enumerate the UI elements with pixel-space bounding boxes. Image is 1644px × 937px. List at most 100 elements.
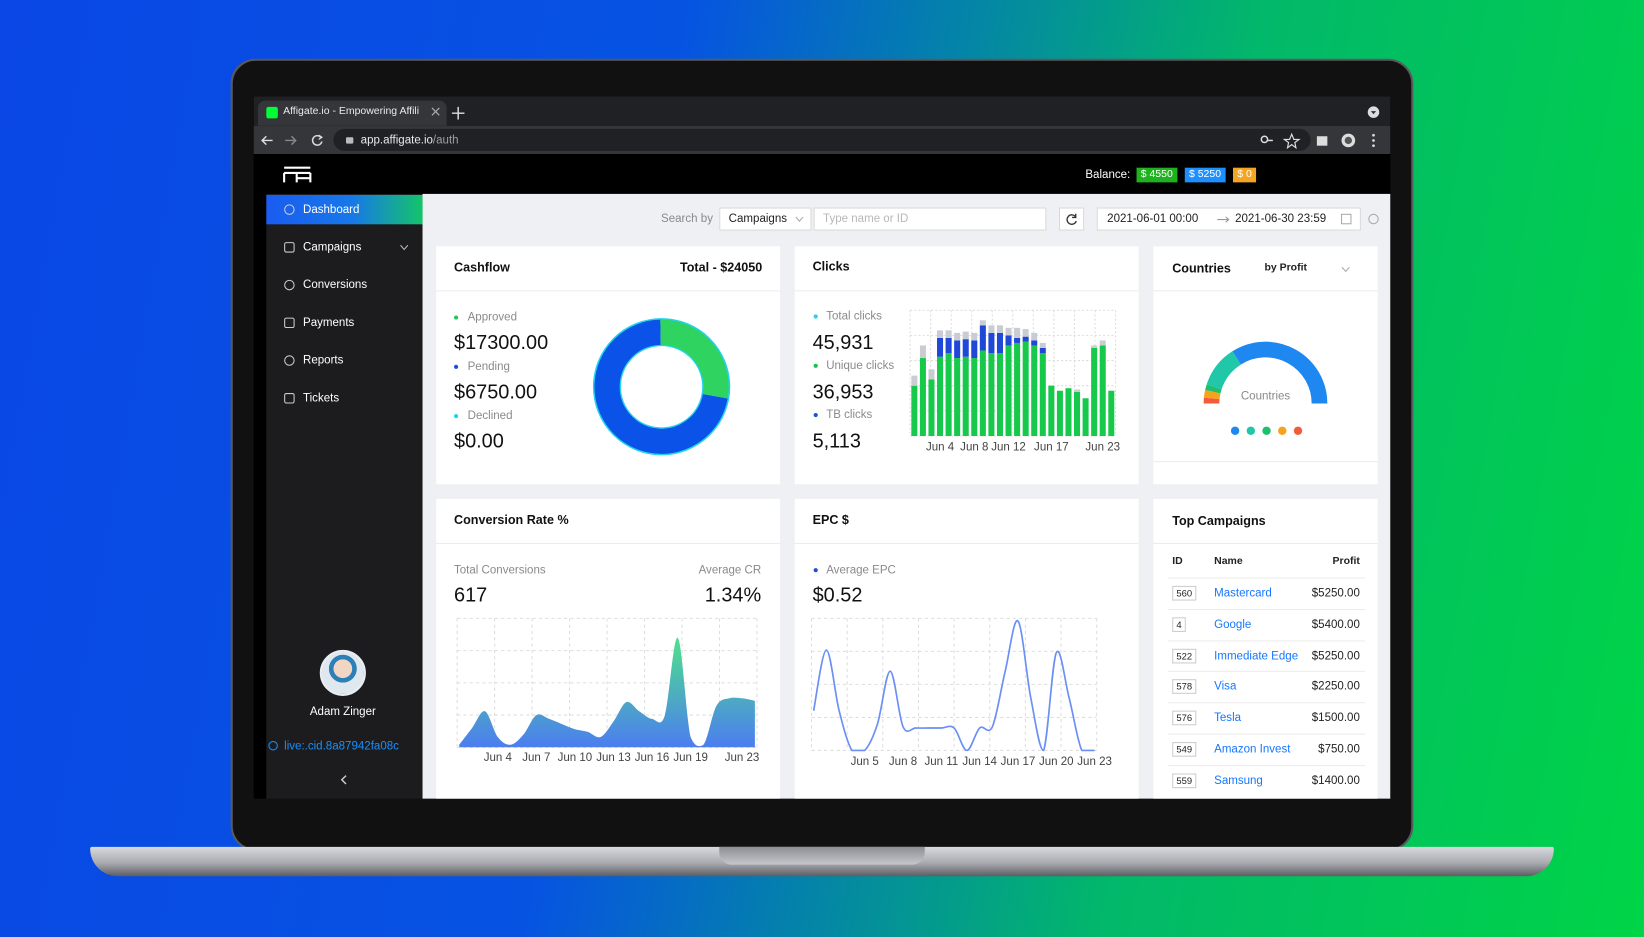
refresh-icon: [1066, 213, 1077, 225]
search-input[interactable]: [813, 207, 1047, 231]
clicks-chart: Jun 4 Jun 8 Jun 12 Jun 17 Jun 23: [909, 309, 1120, 454]
bar: [1099, 345, 1106, 437]
divider: [1153, 290, 1378, 292]
logo[interactable]: [283, 166, 312, 184]
legend-dot: [1230, 426, 1240, 435]
menu-item[interactable]: Conversions: [303, 278, 368, 292]
tab-title: Affigate.io - Empowering Affili: [283, 105, 420, 118]
search-placeholder: Type name or ID: [823, 212, 909, 226]
stat-value: 1.34%: [704, 584, 762, 607]
bar: [1056, 390, 1063, 437]
search-select[interactable]: [719, 207, 812, 231]
date-arrow: [1217, 216, 1230, 223]
campaign-name[interactable]: Amazon Invest: [1214, 743, 1291, 756]
tab-close[interactable]: [431, 107, 440, 116]
menu-item[interactable]: Dashboard: [303, 203, 360, 216]
x-tick-label: Jun 4: [926, 442, 955, 454]
bar: [919, 358, 926, 437]
tab-icons: [431, 106, 465, 120]
campaign-profit: $2250.00: [1311, 680, 1360, 694]
user-name: Adam Zinger: [309, 705, 376, 718]
menu-item[interactable]: Reports: [303, 354, 344, 367]
legend-label: Declined: [467, 409, 513, 423]
bar: [988, 332, 995, 354]
x-tick-label: Jun 23: [1085, 442, 1120, 454]
campaign-name[interactable]: Immediate Edge: [1214, 649, 1299, 662]
account-id[interactable]: live:.cid.8a87942fa08c: [284, 739, 399, 753]
bar: [937, 356, 944, 437]
stat-value: $0.52: [812, 584, 863, 607]
x-tick-label: Jun 7: [522, 752, 550, 764]
url-field[interactable]: [333, 128, 1311, 151]
gauge-segment: [1232, 341, 1328, 404]
profile-menu[interactable]: [1367, 106, 1380, 119]
campaign-profit: $5250.00: [1311, 649, 1360, 662]
favicon: [266, 106, 278, 119]
menu-icon: [284, 355, 295, 366]
donut-outline: [592, 318, 731, 456]
sort-chevron: [1341, 266, 1350, 273]
legend-label: TB clicks: [826, 408, 873, 422]
menu-chevron: [400, 244, 409, 251]
legend-dot: [453, 413, 459, 419]
legend-label: Approved: [467, 311, 517, 324]
gauge-segment: [1206, 351, 1242, 390]
new-tab[interactable]: [451, 106, 465, 120]
refresh-button[interactable]: [1058, 207, 1085, 231]
legend-label: Unique clicks: [826, 359, 895, 373]
menu-item[interactable]: Payments: [303, 316, 355, 330]
legend-dot: [813, 568, 818, 573]
bar: [1022, 341, 1029, 437]
campaign-id: 576: [1172, 710, 1197, 726]
info-icon[interactable]: [1368, 213, 1379, 225]
collapse-button[interactable]: [340, 775, 348, 785]
x-tick-label: Jun 13: [596, 752, 631, 764]
row-divider: [1167, 764, 1366, 766]
browser-toolbar-icons[interactable]: [1258, 132, 1384, 150]
bar: [979, 325, 986, 351]
legend-dot: [1278, 426, 1287, 435]
cashflow-value: $6750.00: [453, 381, 538, 404]
legend-dot: [1293, 426, 1303, 435]
nav-buttons[interactable]: [260, 133, 327, 148]
sidebar: [266, 193, 423, 799]
calendar-icon: [1340, 213, 1352, 225]
countries-sort[interactable]: by Profit: [1264, 262, 1307, 274]
bar: [1022, 329, 1029, 337]
campaign-name[interactable]: Visa: [1214, 680, 1237, 694]
avatar[interactable]: [319, 649, 366, 696]
menu-icon: [284, 204, 295, 215]
campaign-name[interactable]: Tesla: [1214, 711, 1242, 725]
campaign-name[interactable]: Mastercard: [1214, 586, 1272, 600]
menu-icon: [284, 279, 295, 291]
date-to: 2021-06-30 23:59: [1235, 212, 1327, 226]
card-title: EPC $: [812, 512, 849, 528]
stat-label: Average CR: [698, 563, 762, 577]
bar: [1014, 337, 1021, 343]
bar: [1099, 340, 1106, 346]
bar: [1031, 340, 1038, 346]
donut-segment: [594, 319, 728, 454]
row-divider: [1167, 702, 1366, 704]
campaign-profit: $5400.00: [1311, 618, 1360, 631]
bar: [1005, 327, 1012, 336]
search-label: Search by: [661, 212, 713, 226]
menu-item[interactable]: Campaigns: [303, 241, 362, 254]
bar: [1031, 345, 1038, 437]
bar: [945, 353, 952, 437]
campaign-id: 560: [1172, 585, 1197, 601]
donut-segment: [660, 319, 729, 399]
campaign-name[interactable]: Samsung: [1214, 774, 1263, 787]
campaign-profit: $1400.00: [1311, 774, 1360, 787]
countries-card: [1153, 246, 1378, 485]
menu-item[interactable]: Tickets: [303, 391, 340, 405]
clicks-value: 36,953: [812, 381, 874, 404]
bar: [945, 337, 952, 354]
bar: [937, 330, 944, 338]
x-tick-label: Jun 8: [960, 442, 988, 454]
campaign-name[interactable]: Google: [1214, 618, 1252, 631]
bar: [1014, 342, 1021, 437]
browser-tab[interactable]: [257, 100, 447, 126]
divider: [436, 542, 781, 544]
